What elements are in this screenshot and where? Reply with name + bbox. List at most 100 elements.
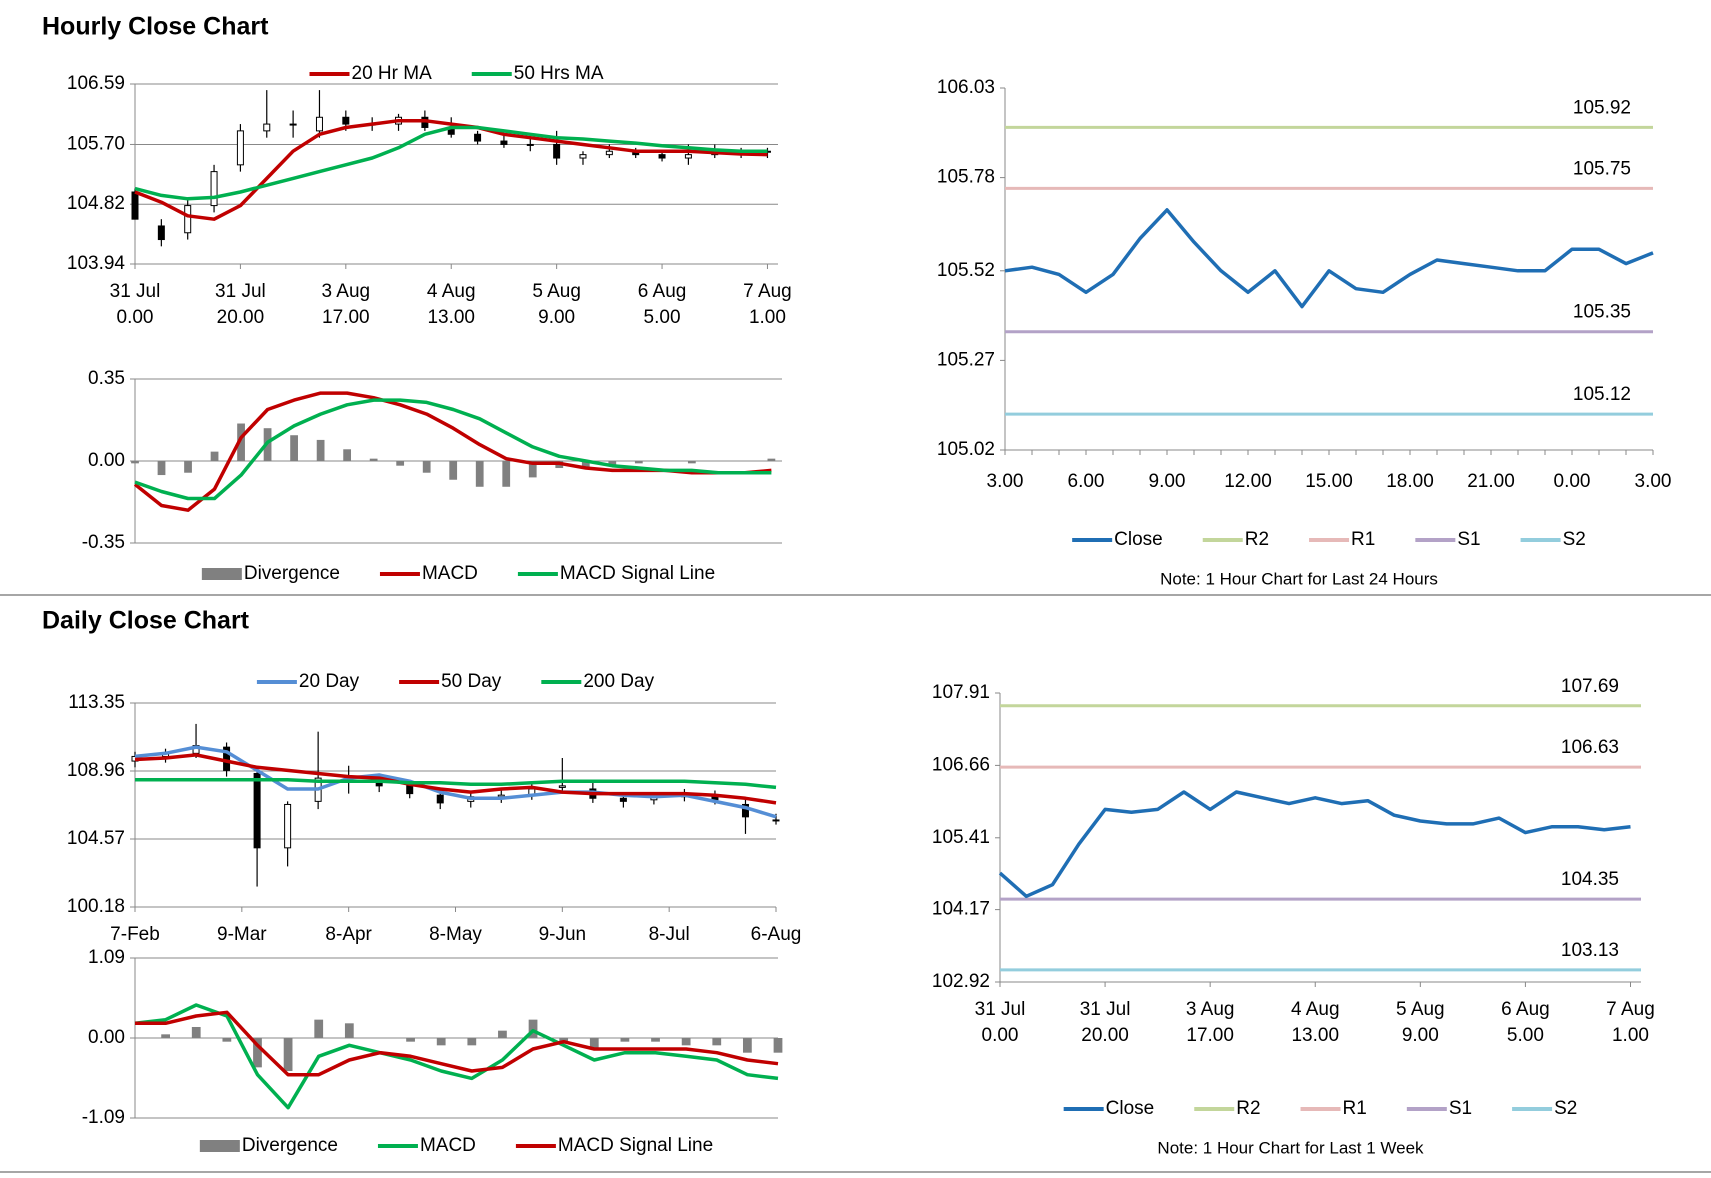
divergence-bar <box>498 1030 507 1038</box>
x-tick-label: 6 Aug 5.00 <box>638 281 687 328</box>
series-line <box>134 125 768 201</box>
divergence-bar <box>467 1038 477 1046</box>
x-tick-label: 21.00 <box>1467 471 1515 492</box>
divergence-bar <box>314 1019 324 1038</box>
x-tick-line: 3 Aug <box>322 281 371 302</box>
y-tick-label: 113.35 <box>68 692 125 713</box>
x-tick-label: 9-Mar <box>217 924 267 945</box>
divergence-bar <box>528 1019 538 1038</box>
x-tick-label: 7 Aug 1.00 <box>743 281 792 328</box>
x-tick-label: 8-May <box>429 924 482 945</box>
series-line <box>135 777 777 790</box>
legend: 20 Day 50 Day 200 Day <box>256 671 655 692</box>
x-tick-label: 6.00 <box>1068 471 1105 492</box>
x-tick-line: 17.00 <box>1186 1025 1234 1046</box>
legend-label: R2 <box>1245 529 1269 550</box>
x-tick-label: 15.00 <box>1305 471 1353 492</box>
y-tick-label: 105.52 <box>937 260 995 281</box>
y-tick-label: 104.17 <box>932 899 990 920</box>
divergence-bar <box>157 461 166 476</box>
candle-body <box>684 154 692 159</box>
divergence-bar <box>712 1038 722 1046</box>
divergence-bar <box>253 1038 262 1068</box>
x-tick-line: 5 Aug <box>1396 999 1445 1020</box>
x-tick-label: 9-Jun <box>539 924 587 945</box>
x-tick-line: 9-Jun <box>539 924 587 945</box>
divergence-bar <box>406 1038 415 1042</box>
y-tick-label: 106.03 <box>937 77 995 98</box>
divergence-bar <box>608 461 617 466</box>
x-tick-line: 4 Aug <box>427 281 476 302</box>
candle-body <box>284 803 292 849</box>
candle-body <box>605 150 613 156</box>
legend: Close R2 R1 S1 S2 <box>1063 1098 1577 1119</box>
candle-body <box>342 116 350 125</box>
x-tick-label: 7-Feb <box>110 924 160 945</box>
divergence-bar <box>161 1034 171 1038</box>
x-tick-line: 7 Aug <box>1606 999 1655 1020</box>
level-label: 106.63 <box>1561 737 1619 758</box>
y-tick-label: 0.00 <box>88 450 125 471</box>
divergence-bar <box>449 461 458 480</box>
series-line <box>135 1010 779 1077</box>
x-tick-label: 3.00 <box>987 471 1024 492</box>
divergence-bar <box>581 461 590 469</box>
series-line <box>134 753 777 805</box>
x-tick-line: 5 Aug <box>532 281 581 302</box>
x-tick-label: 6 Aug 5.00 <box>1501 999 1550 1046</box>
divergence-bar <box>651 1038 660 1042</box>
legend-label: MACD <box>420 1135 476 1156</box>
legend: Divergence MACD MACD Signal Line <box>201 563 715 584</box>
x-tick-line: 1.00 <box>749 307 786 328</box>
divergence-bar <box>475 461 484 487</box>
divergence-bar <box>528 461 537 478</box>
series-line <box>134 1003 779 1110</box>
candle-body <box>500 140 508 145</box>
x-tick-label: 6-Aug <box>751 924 802 945</box>
x-tick-line: 8-May <box>429 924 482 945</box>
x-tick-line: 20.00 <box>217 307 265 328</box>
level-label: 103.13 <box>1561 940 1619 961</box>
divergence-bar <box>742 1038 752 1053</box>
divergence-bar <box>681 1038 691 1046</box>
y-tick-label: 105.70 <box>67 133 125 154</box>
divergence-bar <box>343 449 352 461</box>
x-tick-line: 6 Aug <box>1501 999 1550 1020</box>
legend-label: 200 Day <box>583 671 654 692</box>
y-tick-label: 105.02 <box>937 439 995 460</box>
series-line <box>134 398 772 501</box>
x-tick-line: 8-Apr <box>325 924 372 945</box>
x-tick-line: 31 Jul <box>1080 999 1131 1020</box>
x-tick-line: 1.00 <box>1612 1025 1649 1046</box>
legend-label: 50 Hrs MA <box>514 63 604 84</box>
legend: 20 Hr MA 50 Hrs MA <box>309 63 604 84</box>
divergence-bar <box>237 423 245 461</box>
series-line <box>134 118 768 221</box>
divergence-bar <box>773 1038 783 1053</box>
level-label: 105.12 <box>1573 384 1631 405</box>
y-tick-label: -0.35 <box>82 532 125 553</box>
level-label: 107.69 <box>1561 676 1619 697</box>
divergence-bar <box>767 458 776 461</box>
divergence-bar <box>559 1038 569 1042</box>
y-tick-label: 100.18 <box>67 896 125 917</box>
divergence-bar <box>344 1023 354 1038</box>
divergence-bar <box>589 1038 599 1050</box>
candle-body <box>741 803 749 818</box>
legend-label: 20 Hr MA <box>352 63 433 84</box>
x-tick-label: 8-Jul <box>649 924 690 945</box>
x-tick-line: 13.00 <box>1291 1025 1339 1046</box>
legend-label: S1 <box>1457 529 1480 550</box>
divergence-bar <box>131 461 139 464</box>
legend-swatch <box>201 568 242 580</box>
x-tick-line: 9.00 <box>538 307 575 328</box>
candle-body <box>658 154 666 159</box>
x-tick-label: 31 Jul 20.00 <box>215 281 266 328</box>
x-tick-label: 31 Jul 0.00 <box>110 281 161 328</box>
legend-swatch <box>199 1140 240 1152</box>
candle-body <box>474 133 482 142</box>
x-tick-line: 5.00 <box>644 307 681 328</box>
x-tick-line: 8-Jul <box>649 924 690 945</box>
legend-label: Close <box>1114 529 1163 550</box>
